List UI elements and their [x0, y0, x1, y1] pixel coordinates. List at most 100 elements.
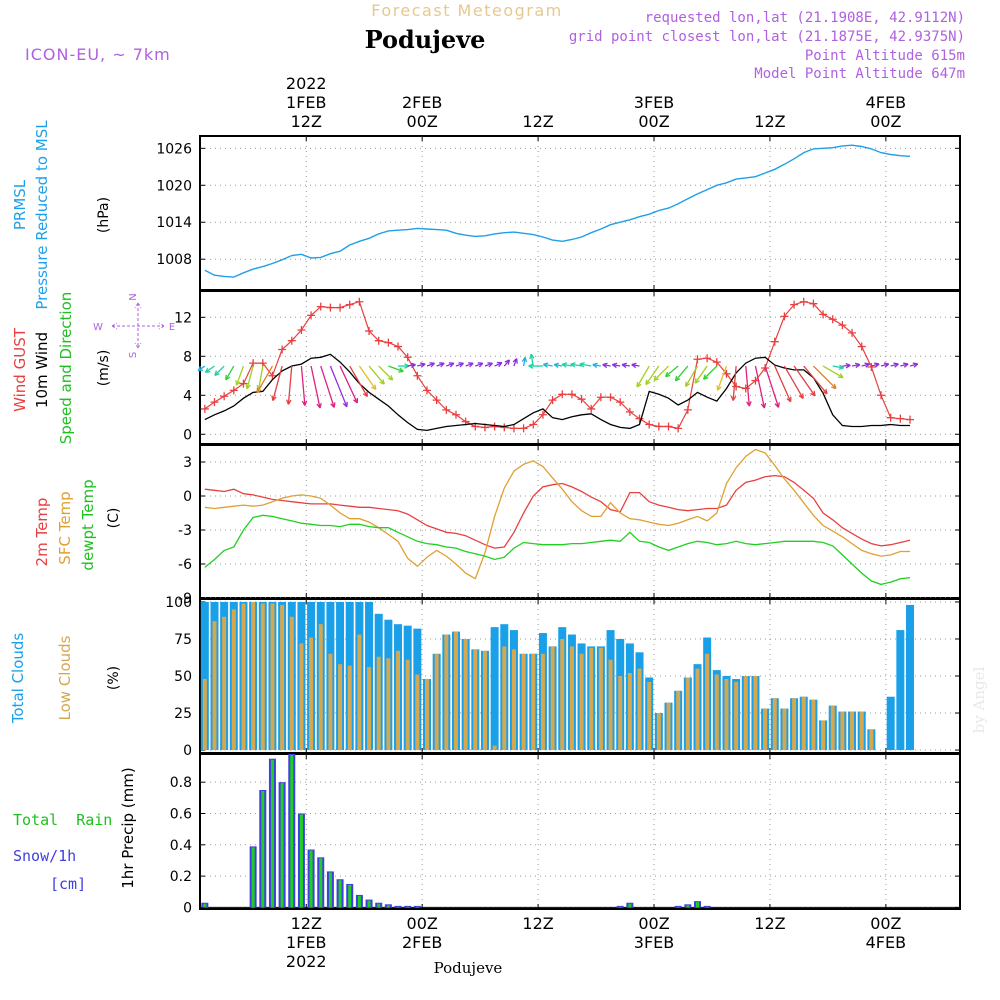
y-tick-label: 12 [174, 310, 192, 326]
wind-arrow [368, 365, 385, 385]
precip-bar [299, 814, 303, 908]
low-cloud-bar [309, 637, 314, 751]
low-cloud-bar [705, 653, 710, 751]
top-time-label: 12Z [754, 112, 785, 131]
gust-marker [848, 328, 857, 337]
wind-arrowhead [636, 381, 642, 388]
gust-marker [316, 302, 325, 311]
y-tick-label: 0 [183, 743, 192, 759]
low-cloud-bar [280, 604, 285, 751]
low-cloud-bar [569, 646, 574, 751]
wind-compass: N S W E [93, 293, 175, 358]
gust-marker [374, 336, 383, 345]
wind-arrowhead [631, 362, 637, 369]
dewpt-line [204, 514, 911, 586]
wind-arrowhead [874, 362, 880, 368]
precip-bar [203, 903, 207, 908]
wind-arrowhead [912, 362, 919, 368]
wind-arrowhead [702, 374, 709, 380]
low-cloud-bar [656, 713, 661, 751]
y-tick-label: 1008 [156, 252, 192, 268]
wind-arrow [257, 365, 264, 390]
supertitle: Forecast Meteogram [371, 1, 562, 20]
y-tick-label: 1014 [156, 215, 192, 231]
gust-marker [413, 371, 422, 380]
gust-marker [732, 382, 741, 391]
gust-marker [693, 355, 702, 364]
wind-arrowhead [342, 401, 348, 408]
low-cloud-bar [521, 653, 526, 751]
wind-arrowhead [854, 362, 861, 369]
wind-arrowhead [570, 362, 576, 368]
gust-marker [394, 342, 403, 351]
precip-bar [676, 906, 680, 908]
gust-marker [249, 359, 258, 368]
gust-marker [200, 404, 209, 413]
low-cloud-bar [695, 668, 700, 751]
low-cloud-bar [338, 664, 343, 751]
wind-arrowhead [448, 362, 455, 368]
low-cloud-bar [598, 647, 603, 751]
y-tick-label: 3 [183, 455, 192, 471]
bottom-time-label: 00Z [407, 914, 438, 933]
low-cloud-bar [415, 674, 420, 751]
wind-arrowhead [864, 362, 870, 368]
gust-marker [423, 386, 432, 395]
bottom-caption: Podujeve [434, 959, 503, 977]
gust-marker [828, 315, 837, 324]
wind-arrow [745, 365, 750, 407]
low-cloud-bar [589, 647, 594, 751]
gust-marker [326, 303, 335, 312]
wind-arrowhead [730, 395, 737, 401]
wind-line [204, 353, 910, 432]
y-tick-label: 100 [165, 595, 192, 611]
wind-arrowhead [204, 367, 211, 373]
gust-marker [210, 398, 219, 407]
precip-bar-outline [616, 905, 624, 908]
wind-arrowhead [398, 367, 404, 373]
gust-marker [268, 371, 277, 380]
bottom-time-label: 3FEB [634, 933, 674, 952]
low-cloud-bar [231, 609, 236, 751]
y-tick-label: -3 [178, 523, 192, 539]
wind-arrowhead [512, 358, 518, 364]
wind-arrowhead [786, 396, 792, 403]
wind-arrow [579, 363, 592, 367]
wind-arrowhead [653, 375, 660, 382]
pressure-title-1: PRMSL [11, 179, 29, 230]
precip-bar [386, 905, 390, 908]
wind-arrowhead [611, 362, 618, 369]
wind-title-10m: 10m Wind [33, 332, 51, 408]
gust-marker [635, 414, 644, 423]
low-cloud-bar [560, 638, 565, 751]
pressure-line [204, 144, 911, 278]
wind-arrowhead [286, 399, 292, 405]
gust-marker [606, 393, 615, 402]
compass-cross [111, 302, 165, 349]
precip-bar-outline [703, 905, 711, 908]
wind-arrowhead [487, 362, 493, 368]
wind-arrow [272, 365, 283, 401]
wind-arrowhead [496, 361, 503, 367]
wind-arrowhead [674, 375, 681, 382]
wind-arrowhead [903, 362, 909, 368]
precip-bar-outline [413, 905, 421, 908]
bottom-time-label: 00Z [638, 914, 669, 933]
gust-marker [529, 420, 538, 429]
wind-arrowhead [694, 378, 700, 384]
gust-marker [287, 336, 296, 345]
wind-arrowhead [521, 356, 528, 363]
pressure-axis-title: PRMSL Pressure Reduced to MSL (hPa) [11, 120, 112, 310]
gust-marker [877, 391, 886, 400]
gust-marker [790, 300, 799, 309]
wind-arrow [812, 365, 837, 390]
wind-arrow [822, 365, 844, 379]
gust-marker [780, 312, 789, 321]
low-cloud-bar [801, 696, 806, 751]
gust-marker [500, 423, 509, 432]
bottom-time-label: 1FEB [286, 933, 326, 952]
wind-arrowhead [529, 353, 535, 360]
wind-arrow [570, 363, 582, 367]
low-cloud-bar [753, 676, 758, 751]
gust-marker [278, 345, 287, 354]
